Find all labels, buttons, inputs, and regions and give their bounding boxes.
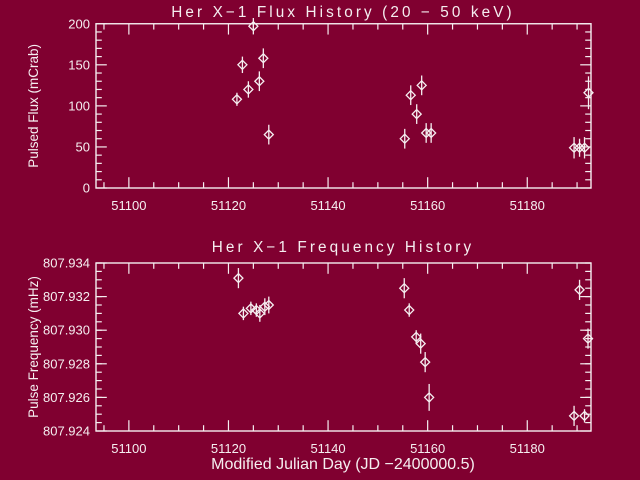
svg-text:51120: 51120: [211, 198, 246, 213]
svg-text:51160: 51160: [410, 198, 445, 213]
svg-text:51180: 51180: [510, 441, 545, 456]
svg-text:51100: 51100: [111, 198, 146, 213]
svg-text:51160: 51160: [410, 441, 445, 456]
svg-text:100: 100: [68, 98, 90, 113]
svg-text:51140: 51140: [310, 441, 345, 456]
svg-text:Her X−1 Frequency History: Her X−1 Frequency History: [212, 239, 474, 256]
svg-text:807.930: 807.930: [43, 323, 90, 338]
svg-text:Pulsed Flux (mCrab): Pulsed Flux (mCrab): [26, 44, 41, 168]
svg-text:51180: 51180: [510, 198, 545, 213]
svg-text:50: 50: [76, 139, 90, 154]
svg-text:0: 0: [83, 181, 90, 196]
svg-text:807.928: 807.928: [43, 356, 90, 371]
svg-text:150: 150: [68, 57, 90, 72]
svg-text:Pulse Frequency (mHz): Pulse Frequency (mHz): [26, 276, 41, 418]
svg-text:200: 200: [68, 16, 90, 31]
svg-text:807.932: 807.932: [43, 289, 90, 304]
svg-text:51120: 51120: [211, 441, 246, 456]
svg-text:807.926: 807.926: [43, 390, 90, 405]
svg-text:51100: 51100: [111, 441, 146, 456]
svg-text:807.934: 807.934: [43, 256, 90, 271]
svg-text:807.924: 807.924: [43, 424, 90, 439]
svg-text:Her X−1 Flux History (20 − 50: Her X−1 Flux History (20 − 50 keV): [171, 4, 514, 21]
svg-text:Modified Julian Day (JD −24000: Modified Julian Day (JD −2400000.5): [211, 456, 475, 473]
svg-text:51140: 51140: [310, 198, 345, 213]
